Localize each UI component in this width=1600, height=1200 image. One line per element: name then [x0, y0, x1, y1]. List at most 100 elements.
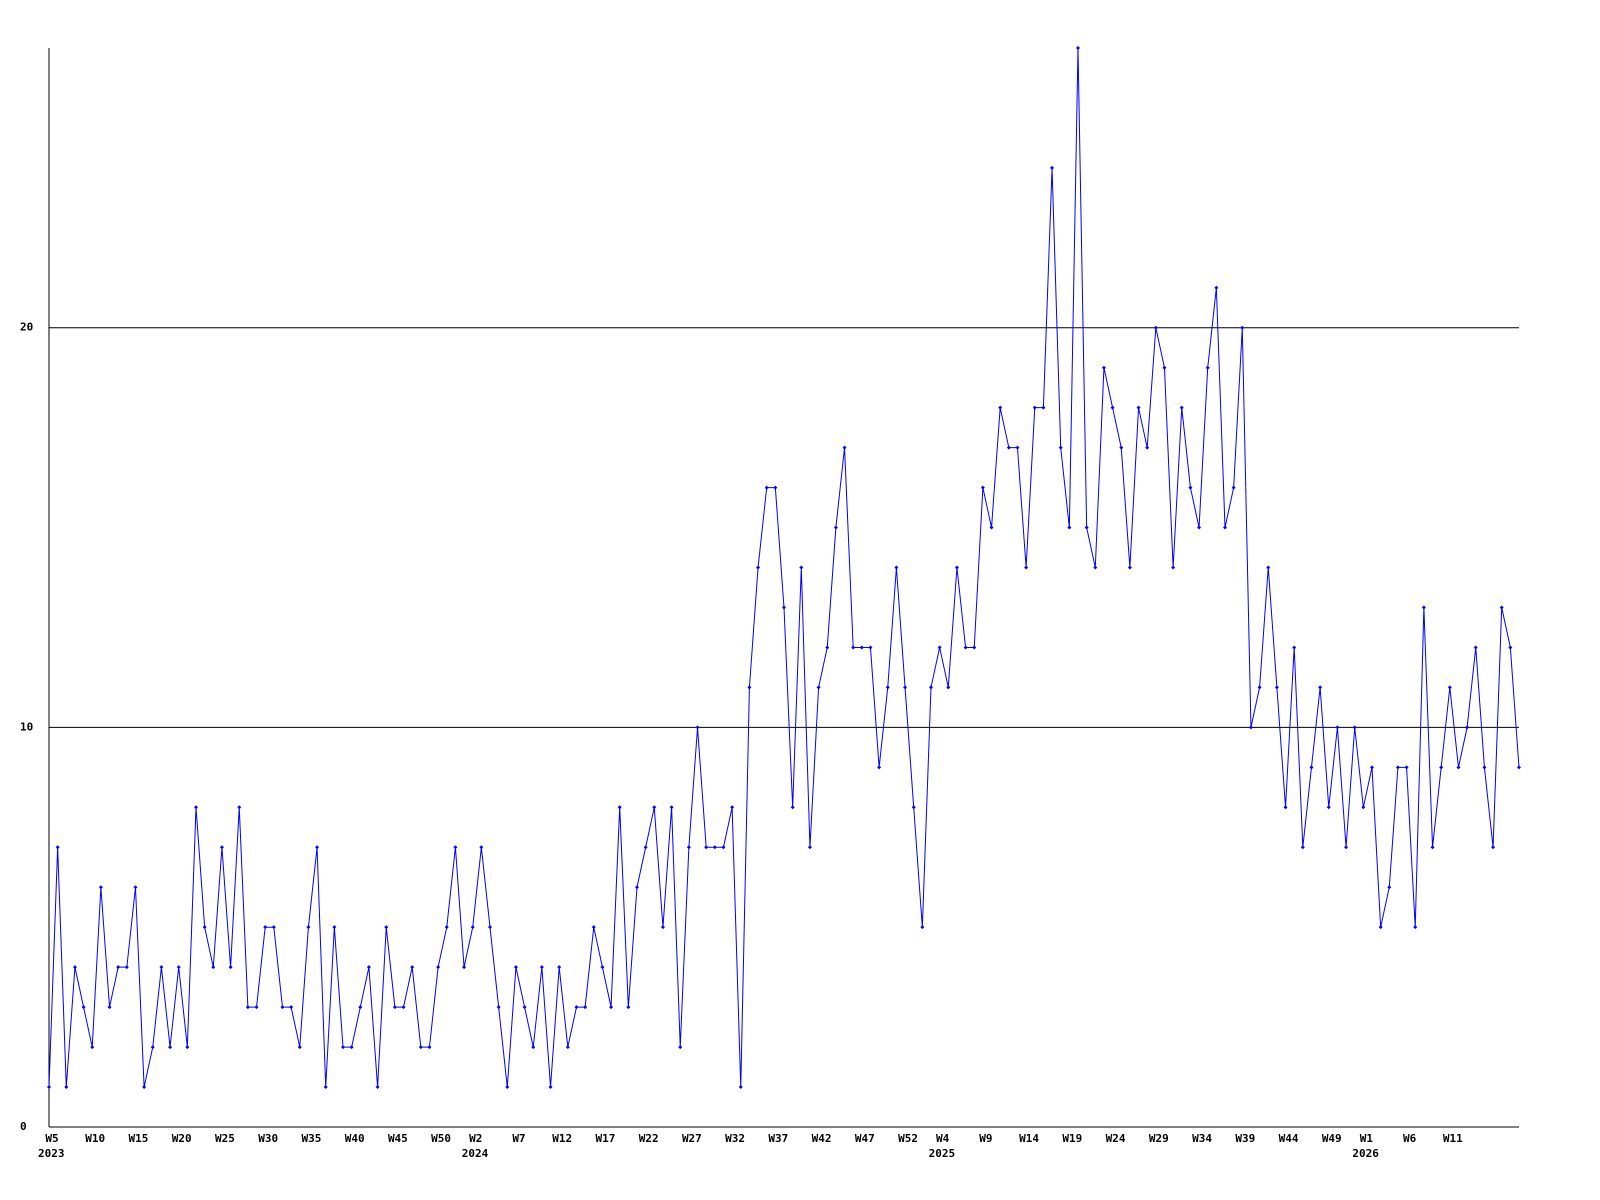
- data-point: [375, 1085, 380, 1090]
- data-point: [946, 685, 951, 690]
- x-year-label: 2023: [38, 1147, 65, 1160]
- data-point: [833, 525, 838, 530]
- data-point: [704, 845, 709, 850]
- data-point: [488, 925, 492, 930]
- data-point: [1456, 765, 1461, 770]
- data-point: [643, 845, 648, 850]
- data-point: [600, 965, 605, 970]
- data-point: [712, 845, 717, 850]
- data-point: [903, 685, 908, 690]
- x-tick-label: W50: [431, 1132, 451, 1145]
- x-tick-label: W52: [898, 1132, 918, 1145]
- data-point: [228, 965, 233, 970]
- data-point: [1430, 845, 1435, 850]
- data-point: [609, 1005, 614, 1010]
- data-point: [1473, 645, 1478, 650]
- data-point: [574, 1005, 579, 1010]
- data-point: [496, 1005, 501, 1010]
- data-point: [358, 1005, 363, 1010]
- y-tick-label: 10: [20, 720, 33, 733]
- data-point: [142, 1085, 147, 1090]
- data-point: [297, 1045, 302, 1050]
- data-point: [626, 1005, 631, 1010]
- x-tick-label: W32: [725, 1132, 745, 1145]
- x-tick-label: W12: [552, 1132, 572, 1145]
- data-point: [764, 485, 769, 490]
- data-point: [1274, 685, 1279, 690]
- data-point: [1292, 645, 1297, 650]
- data-point: [1084, 525, 1089, 530]
- x-year-label: 2025: [929, 1147, 956, 1160]
- data-point: [513, 965, 518, 970]
- data-point: [1318, 685, 1323, 690]
- data-point: [289, 1005, 294, 1010]
- data-point: [1326, 805, 1331, 810]
- data-point: [392, 1005, 397, 1010]
- x-tick-label: W15: [129, 1132, 149, 1145]
- data-point: [1309, 765, 1314, 770]
- x-year-label: 2024: [462, 1147, 489, 1160]
- data-point: [1517, 765, 1521, 770]
- data-point: [954, 565, 959, 570]
- data-point: [470, 925, 475, 930]
- y-tick-label: 20: [20, 321, 33, 334]
- x-tick-label: W47: [855, 1132, 875, 1145]
- data-point: [790, 805, 795, 810]
- data-point: [1300, 845, 1305, 850]
- data-point: [920, 925, 925, 930]
- data-point: [1240, 325, 1245, 330]
- data-point: [1447, 685, 1452, 690]
- data-point: [315, 845, 320, 850]
- data-point: [557, 965, 562, 970]
- data-point: [868, 645, 873, 650]
- x-tick-label: W25: [215, 1132, 235, 1145]
- data-point: [1387, 885, 1392, 890]
- x-tick-label: W22: [639, 1132, 659, 1145]
- data-point: [1344, 845, 1349, 850]
- data-point: [1188, 485, 1193, 490]
- data-point: [384, 925, 389, 930]
- data-point: [1171, 565, 1176, 570]
- data-point: [444, 925, 449, 930]
- y-tick-label: 0: [20, 1120, 27, 1133]
- data-point: [782, 605, 786, 610]
- x-tick-label: W30: [258, 1132, 278, 1145]
- data-point: [401, 1005, 406, 1010]
- data-point: [133, 885, 138, 890]
- data-point: [678, 1045, 683, 1050]
- data-point: [1508, 645, 1513, 650]
- data-point: [1205, 365, 1210, 370]
- data-point: [194, 805, 198, 810]
- data-point: [245, 1005, 250, 1010]
- x-tick-label: W45: [388, 1132, 408, 1145]
- data-point: [565, 1045, 570, 1050]
- data-point: [1214, 285, 1219, 290]
- data-point: [332, 925, 337, 930]
- x-tick-label: W11: [1443, 1132, 1463, 1145]
- x-tick-label: W39: [1235, 1132, 1255, 1145]
- data-point: [271, 925, 276, 930]
- x-tick-label: W7: [512, 1132, 525, 1145]
- x-tick-label: W44: [1279, 1132, 1299, 1145]
- data-point: [963, 645, 968, 650]
- data-point: [107, 1005, 112, 1010]
- data-point: [1378, 925, 1383, 930]
- data-point: [695, 725, 700, 730]
- data-point: [1231, 485, 1236, 490]
- data-point: [1024, 565, 1029, 570]
- data-point: [479, 845, 484, 850]
- x-tick-label: W37: [768, 1132, 788, 1145]
- data-point: [1050, 165, 1055, 170]
- data-point: [591, 925, 596, 930]
- data-point: [1404, 765, 1409, 770]
- data-point: [738, 1085, 743, 1090]
- data-point: [98, 885, 103, 890]
- data-point: [1335, 725, 1340, 730]
- data-point: [1370, 765, 1374, 770]
- x-year-label: 2026: [1352, 1147, 1379, 1160]
- data-point: [1421, 605, 1426, 610]
- data-point: [851, 645, 856, 650]
- data-point: [453, 845, 458, 850]
